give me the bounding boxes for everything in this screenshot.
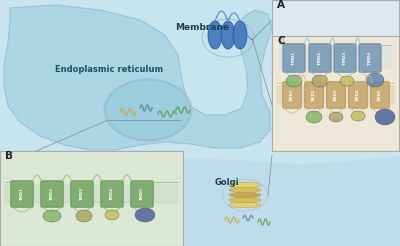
Bar bbox=[5, 185, 178, 203]
Text: TMD3: TMD3 bbox=[343, 51, 347, 64]
FancyBboxPatch shape bbox=[283, 44, 305, 72]
Text: TMD3: TMD3 bbox=[80, 187, 84, 200]
Ellipse shape bbox=[229, 192, 261, 198]
Text: TMD3: TMD3 bbox=[334, 89, 338, 101]
Bar bbox=[272, 36, 399, 151]
Ellipse shape bbox=[340, 76, 354, 86]
Text: B: B bbox=[5, 151, 13, 161]
FancyBboxPatch shape bbox=[327, 82, 345, 108]
FancyBboxPatch shape bbox=[131, 181, 153, 207]
Ellipse shape bbox=[105, 210, 119, 220]
Ellipse shape bbox=[229, 197, 261, 203]
Bar bbox=[272, 0, 399, 116]
Text: TMD2: TMD2 bbox=[312, 89, 316, 101]
Text: TMD1: TMD1 bbox=[290, 89, 294, 101]
Ellipse shape bbox=[312, 75, 328, 87]
Ellipse shape bbox=[229, 182, 261, 188]
Ellipse shape bbox=[306, 111, 322, 123]
Text: Membrane: Membrane bbox=[175, 23, 229, 32]
Ellipse shape bbox=[375, 109, 395, 125]
FancyBboxPatch shape bbox=[359, 44, 381, 72]
Ellipse shape bbox=[208, 21, 222, 49]
Polygon shape bbox=[4, 5, 272, 150]
Text: Endoplasmic reticulum: Endoplasmic reticulum bbox=[55, 65, 163, 74]
FancyBboxPatch shape bbox=[334, 44, 356, 72]
FancyBboxPatch shape bbox=[305, 82, 323, 108]
FancyBboxPatch shape bbox=[309, 44, 331, 72]
Text: A: A bbox=[277, 0, 285, 10]
FancyBboxPatch shape bbox=[11, 181, 33, 207]
Text: TMD4: TMD4 bbox=[356, 89, 360, 101]
FancyBboxPatch shape bbox=[349, 82, 367, 108]
Text: C: C bbox=[277, 36, 285, 46]
Ellipse shape bbox=[351, 111, 365, 121]
Ellipse shape bbox=[366, 73, 384, 87]
Ellipse shape bbox=[286, 75, 302, 87]
Text: TMD1: TMD1 bbox=[292, 51, 296, 64]
FancyBboxPatch shape bbox=[283, 82, 301, 108]
Ellipse shape bbox=[106, 80, 190, 140]
FancyBboxPatch shape bbox=[41, 181, 63, 207]
Ellipse shape bbox=[43, 210, 61, 222]
Text: TMD4: TMD4 bbox=[110, 187, 114, 200]
Ellipse shape bbox=[229, 187, 261, 193]
Bar bbox=[0, 151, 183, 246]
Text: TMD2: TMD2 bbox=[50, 187, 54, 200]
Ellipse shape bbox=[229, 202, 261, 208]
Bar bbox=[280, 48, 391, 68]
FancyBboxPatch shape bbox=[71, 181, 93, 207]
FancyBboxPatch shape bbox=[371, 82, 389, 108]
Text: TMD5: TMD5 bbox=[140, 187, 144, 200]
Text: TMD5: TMD5 bbox=[378, 89, 382, 101]
FancyBboxPatch shape bbox=[101, 181, 123, 207]
Text: TMD1: TMD1 bbox=[20, 187, 24, 200]
Text: Golgi: Golgi bbox=[215, 178, 240, 187]
Text: TMD4: TMD4 bbox=[368, 51, 372, 64]
Polygon shape bbox=[0, 156, 400, 246]
Ellipse shape bbox=[135, 208, 155, 222]
Text: TMD2: TMD2 bbox=[318, 51, 322, 64]
Bar bbox=[277, 86, 394, 104]
Ellipse shape bbox=[76, 210, 92, 222]
Ellipse shape bbox=[221, 21, 235, 49]
Ellipse shape bbox=[233, 21, 247, 49]
Ellipse shape bbox=[329, 112, 343, 122]
